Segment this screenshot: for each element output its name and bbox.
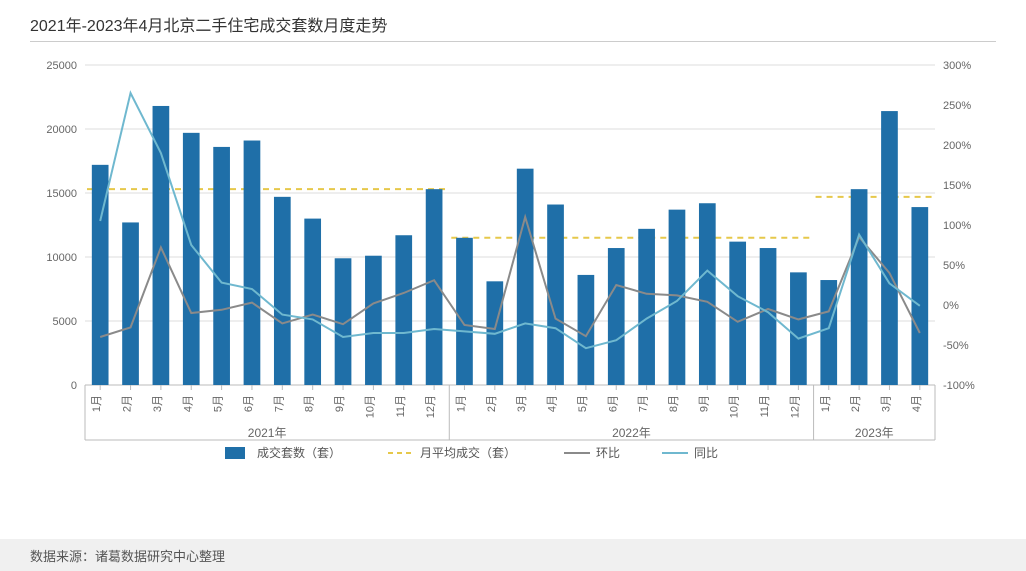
svg-text:1月: 1月 xyxy=(820,395,832,412)
svg-text:3月: 3月 xyxy=(880,395,892,412)
bar xyxy=(881,111,898,385)
legend-label: 月平均成交（套） xyxy=(420,445,516,460)
bar xyxy=(729,242,746,385)
svg-text:4月: 4月 xyxy=(547,395,559,412)
svg-text:2022年: 2022年 xyxy=(612,426,651,440)
svg-text:6月: 6月 xyxy=(607,395,619,412)
svg-text:10月: 10月 xyxy=(729,395,741,418)
svg-text:200%: 200% xyxy=(943,140,971,152)
svg-text:3月: 3月 xyxy=(516,395,528,412)
title-bar: 2021年-2023年4月北京二手住宅成交套数月度走势 xyxy=(30,12,996,42)
svg-text:150%: 150% xyxy=(943,180,971,192)
bar xyxy=(790,272,807,385)
svg-text:7月: 7月 xyxy=(638,395,650,412)
svg-text:300%: 300% xyxy=(943,60,971,72)
footer-text: 数据来源：诸葛数据研究中心整理 xyxy=(30,546,225,565)
svg-text:2月: 2月 xyxy=(122,395,134,412)
bar xyxy=(608,248,625,385)
svg-text:12月: 12月 xyxy=(789,395,801,418)
bar xyxy=(456,238,473,385)
svg-text:2021年: 2021年 xyxy=(248,426,287,440)
svg-text:2023年: 2023年 xyxy=(855,426,894,440)
svg-text:10月: 10月 xyxy=(364,395,376,418)
bar xyxy=(365,256,382,385)
svg-text:6月: 6月 xyxy=(243,395,255,412)
svg-text:1月: 1月 xyxy=(91,395,103,412)
svg-text:1月: 1月 xyxy=(455,395,467,412)
svg-text:5月: 5月 xyxy=(213,395,225,412)
svg-text:11月: 11月 xyxy=(759,395,771,417)
svg-text:12月: 12月 xyxy=(425,395,437,418)
legend-label: 同比 xyxy=(694,446,718,460)
bar xyxy=(638,229,655,385)
footer-bar: 数据来源：诸葛数据研究中心整理 xyxy=(0,539,1026,571)
svg-text:20000: 20000 xyxy=(46,124,77,136)
svg-text:5000: 5000 xyxy=(53,316,77,328)
chart-area: 0 5000 10000 15000 20000 25000 -100% -50% 0% 50% 1… xyxy=(30,55,990,495)
svg-text:0: 0 xyxy=(71,380,77,392)
bar xyxy=(851,189,868,385)
bar xyxy=(304,219,321,385)
svg-text:9月: 9月 xyxy=(698,395,710,412)
bar xyxy=(699,203,716,385)
svg-text:250%: 250% xyxy=(943,100,971,112)
svg-text:50%: 50% xyxy=(943,260,965,272)
svg-text:11月: 11月 xyxy=(395,395,407,417)
bar xyxy=(122,222,139,385)
bar xyxy=(213,147,230,385)
bar xyxy=(517,169,534,385)
svg-text:-100%: -100% xyxy=(943,380,975,392)
bar xyxy=(274,197,291,385)
chart-svg: 0 5000 10000 15000 20000 25000 -100% -50% 0% 50% 1… xyxy=(30,55,990,495)
legend-swatch xyxy=(225,447,245,459)
svg-text:4月: 4月 xyxy=(911,395,923,412)
legend-label: 成交套数（套） xyxy=(257,445,341,460)
svg-text:25000: 25000 xyxy=(46,60,77,72)
svg-text:100%: 100% xyxy=(943,220,971,232)
bar xyxy=(578,275,595,385)
svg-text:7月: 7月 xyxy=(273,395,285,412)
svg-text:3月: 3月 xyxy=(152,395,164,412)
svg-text:8月: 8月 xyxy=(668,395,680,412)
svg-text:15000: 15000 xyxy=(46,188,77,200)
svg-text:5月: 5月 xyxy=(577,395,589,412)
bar xyxy=(244,141,261,385)
svg-text:2月: 2月 xyxy=(850,395,862,412)
svg-text:0%: 0% xyxy=(943,300,959,312)
container: 2021年-2023年4月北京二手住宅成交套数月度走势 0 5000 10000 15… xyxy=(0,0,1026,571)
bar xyxy=(395,235,412,385)
svg-text:2月: 2月 xyxy=(486,395,498,412)
bar xyxy=(547,205,564,385)
svg-text:10000: 10000 xyxy=(46,252,77,264)
svg-text:4月: 4月 xyxy=(182,395,194,412)
svg-text:8月: 8月 xyxy=(304,395,316,412)
chart-title: 2021年-2023年4月北京二手住宅成交套数月度走势 xyxy=(30,12,996,42)
bar xyxy=(911,207,928,385)
svg-text:9月: 9月 xyxy=(334,395,346,412)
svg-text:-50%: -50% xyxy=(943,340,969,352)
bar xyxy=(183,133,200,385)
legend-label: 环比 xyxy=(596,446,620,460)
